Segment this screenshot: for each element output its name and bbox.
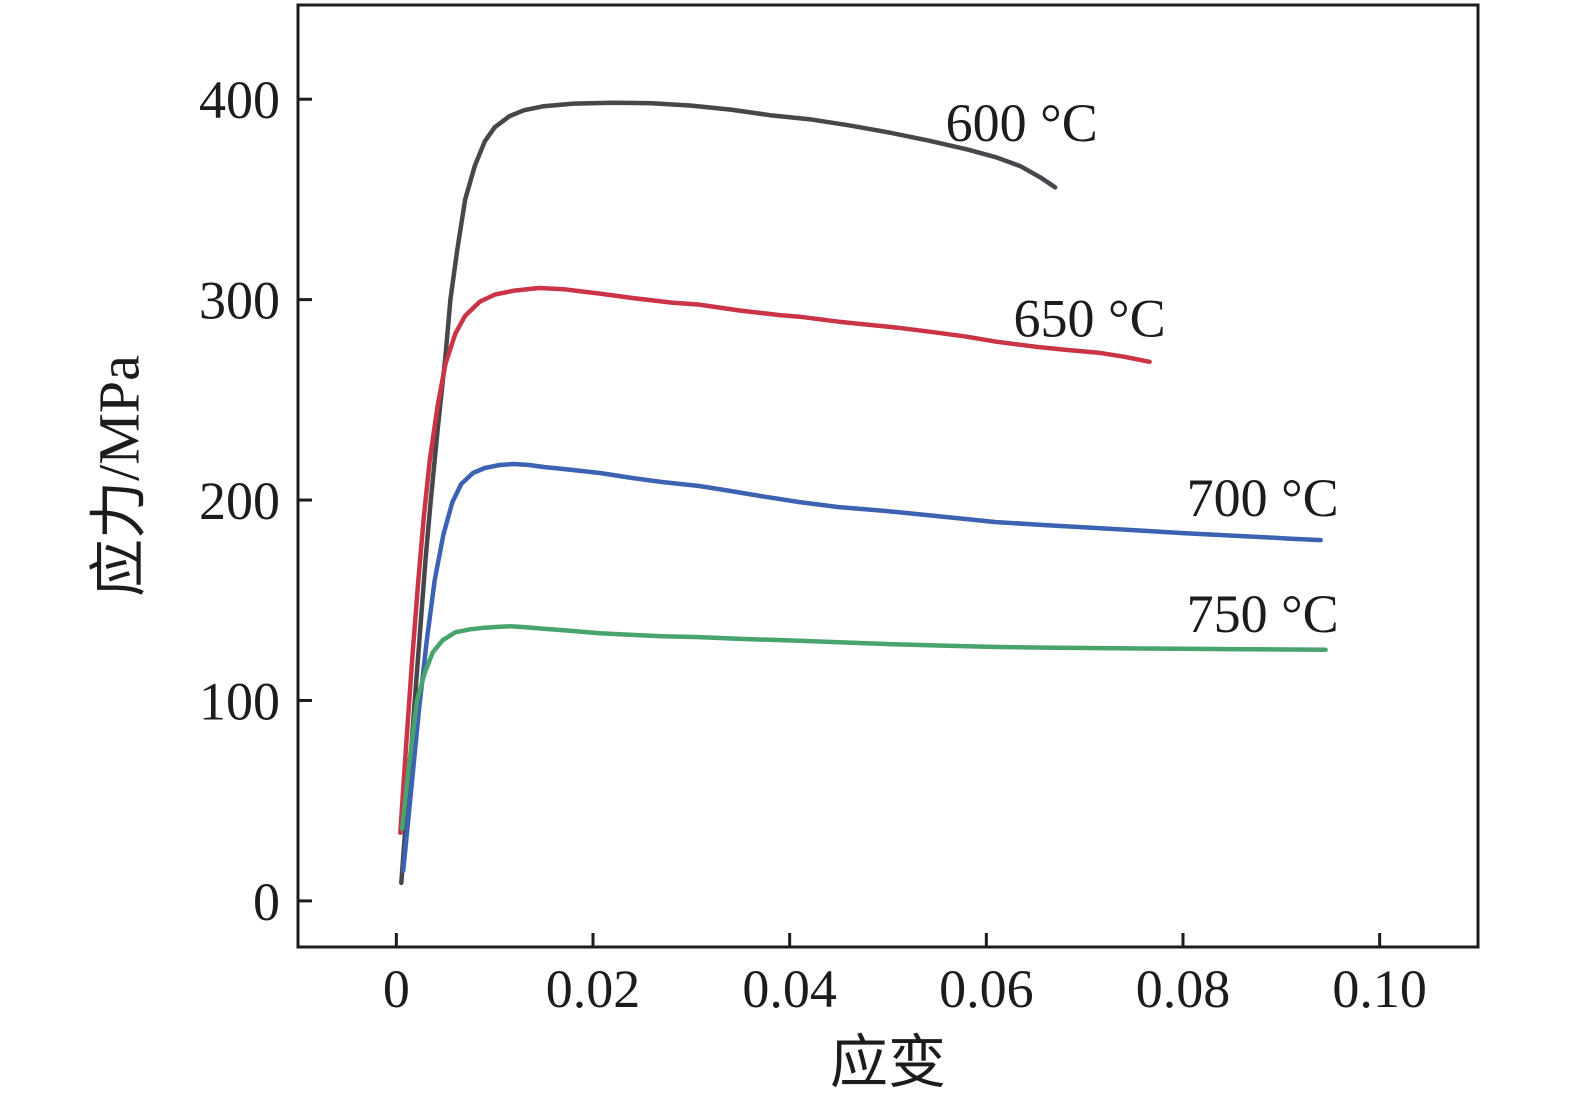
series-curve: [398, 285, 1152, 836]
y-tick-label: 400: [199, 70, 280, 130]
x-tick-label: 0: [383, 959, 410, 1019]
x-tick-label: 0.06: [939, 959, 1034, 1019]
x-tick-label: 0.04: [742, 959, 837, 1019]
plot-border: [296, 3, 1480, 949]
x-axis-title: 应变: [830, 1030, 946, 1095]
x-tick-label: 0.08: [1136, 959, 1231, 1019]
y-tick-label: 100: [199, 671, 280, 731]
x-tick-label: 0.02: [546, 959, 641, 1019]
series-curve: [399, 624, 1328, 831]
y-axis-title: 应力/MPa: [86, 355, 151, 597]
series-curve: [400, 461, 1323, 874]
series-curve: [399, 100, 1058, 886]
plot-area: 0 0.02 0.04 0.06 0.08 0.10 0 100 200 300 400 600 °C…: [199, 70, 1427, 1019]
series-label: 750 °C: [1187, 584, 1339, 644]
y-tick-label: 300: [199, 271, 280, 331]
y-tick-label: 0: [253, 872, 280, 932]
series-label: 700 °C: [1187, 468, 1339, 528]
series-label: 600 °C: [946, 93, 1098, 153]
y-tick-label: 200: [199, 471, 280, 531]
x-tick-label: 0.10: [1332, 959, 1427, 1019]
series-label: 650 °C: [1014, 289, 1166, 349]
